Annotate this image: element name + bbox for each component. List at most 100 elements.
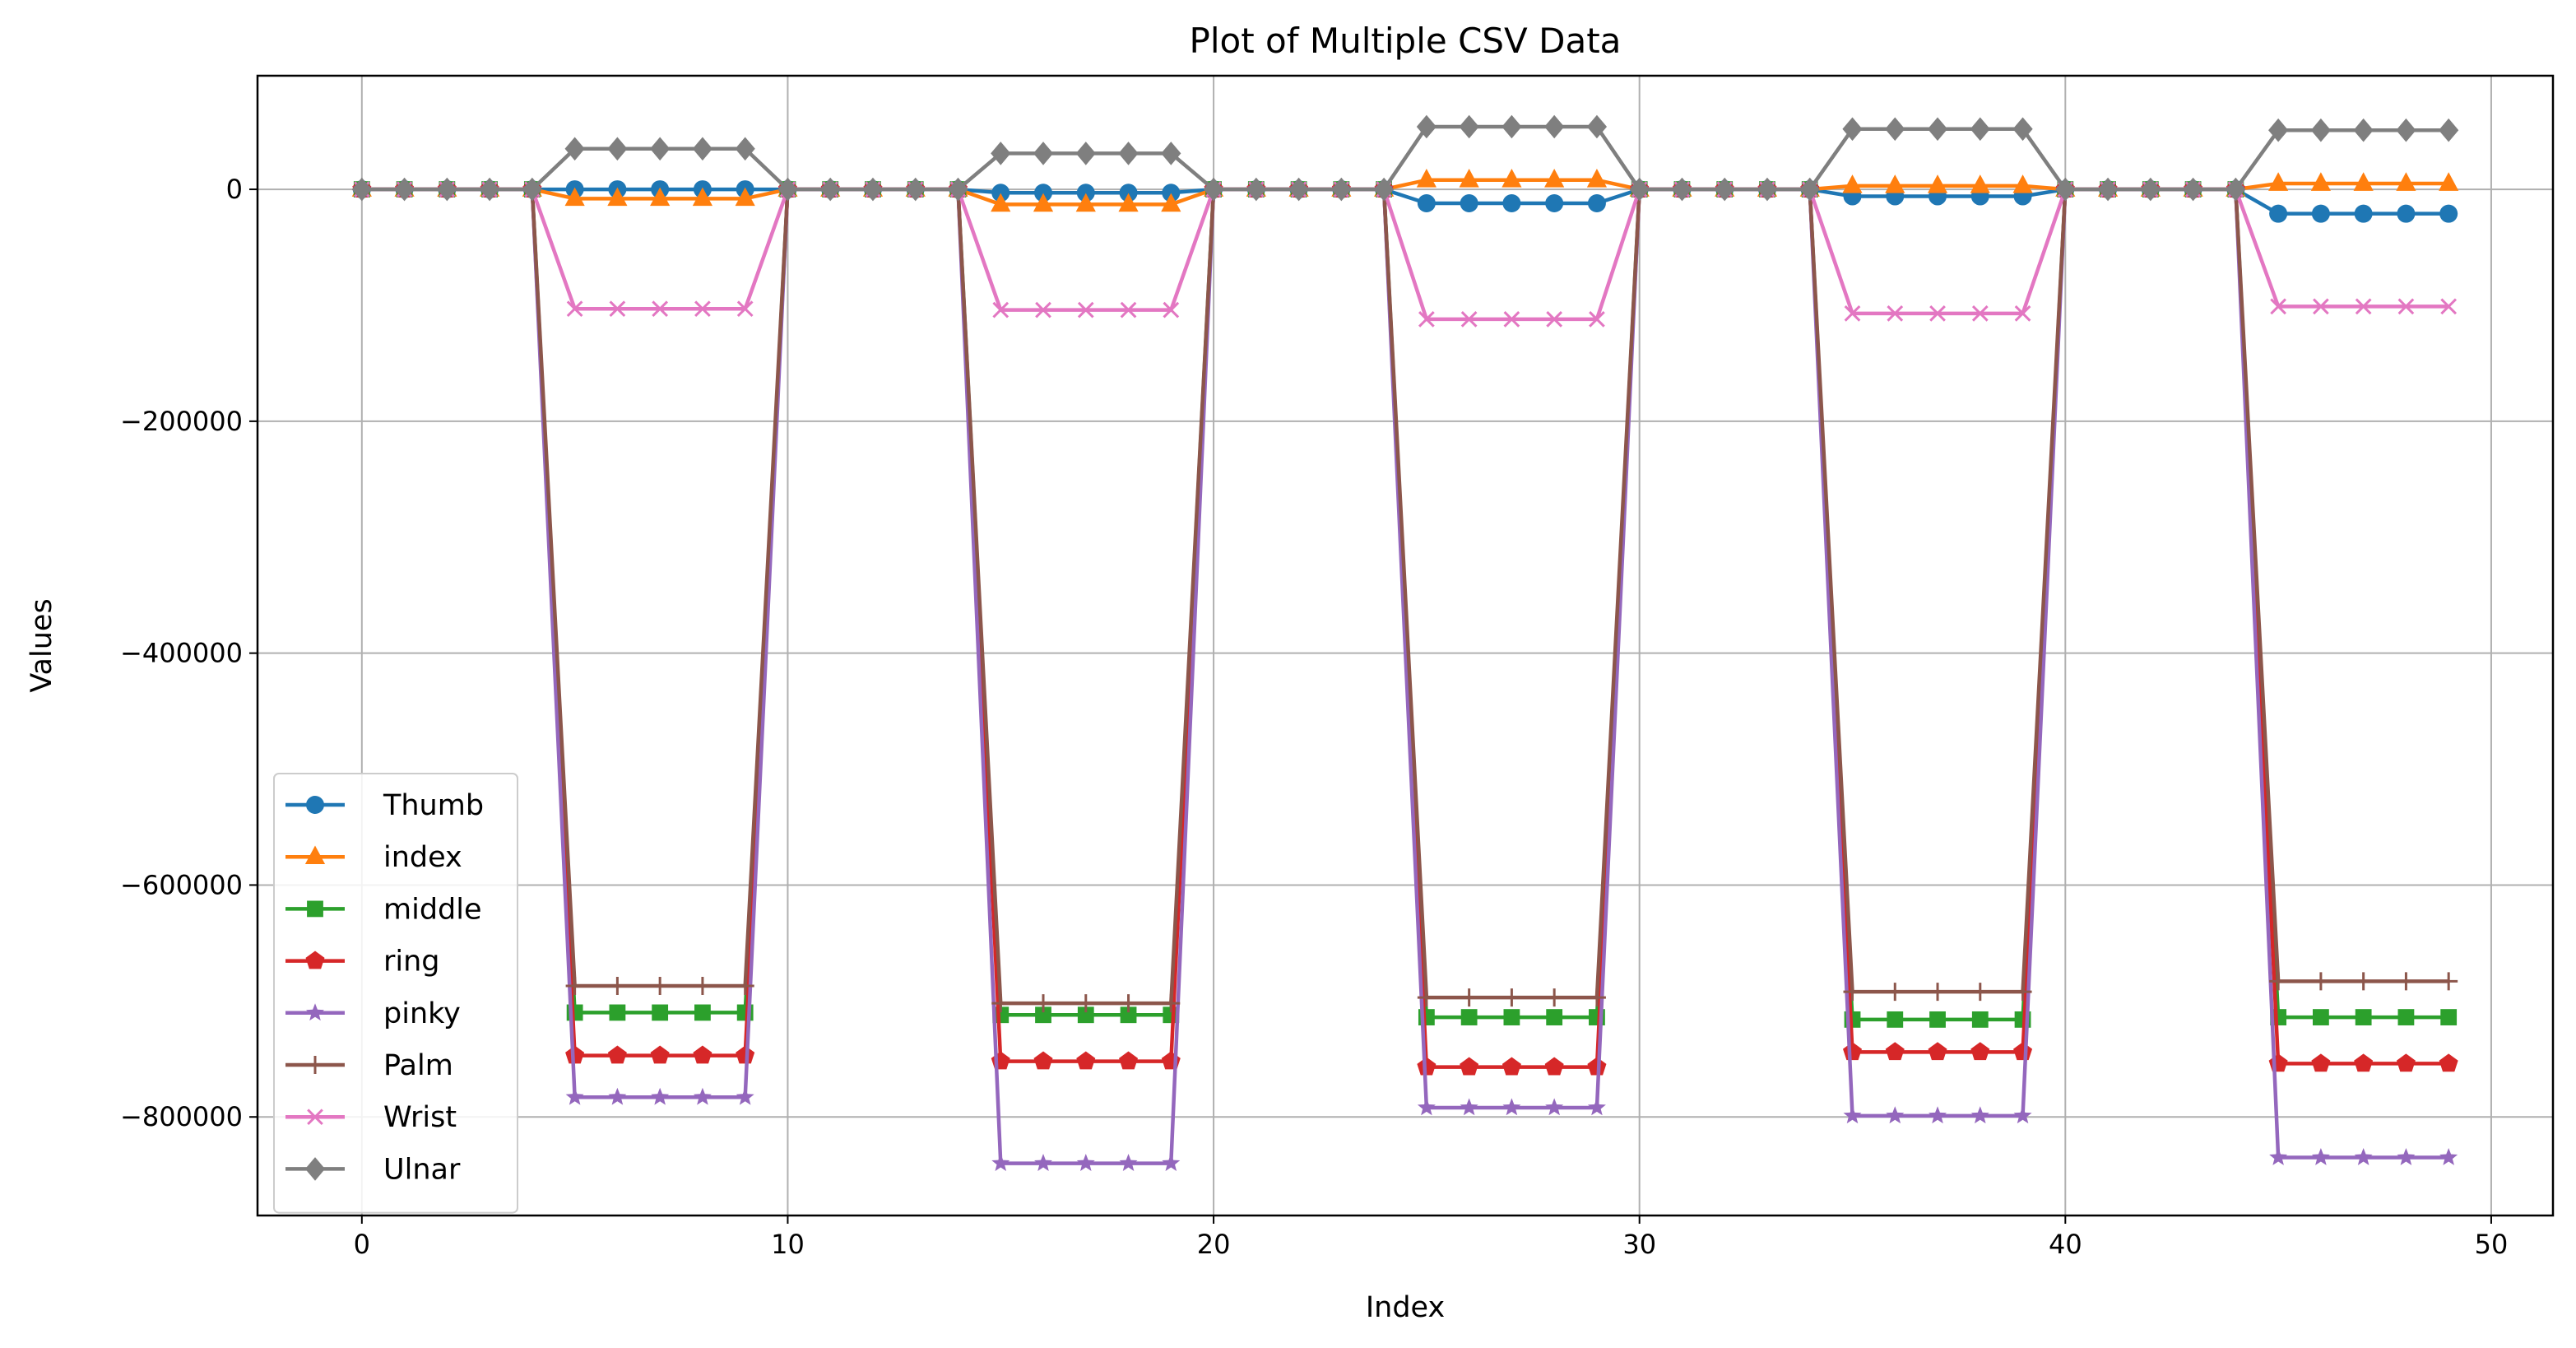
data-point-wrist: [609, 300, 626, 318]
y-tick-label: 0: [226, 174, 243, 205]
data-point-thumb: [991, 184, 1010, 202]
y-tick-label: −800000: [120, 1101, 243, 1132]
data-point-palm: [1162, 994, 1181, 1013]
data-point-pinky: [1929, 1106, 1947, 1124]
data-point-thumb: [1587, 193, 1606, 212]
data-point-pinky: [651, 1087, 670, 1105]
data-point-thumb: [2439, 204, 2458, 223]
data-point-middle: [694, 1004, 711, 1021]
data-point-ulnar: [1161, 142, 1181, 165]
data-point-wrist: [1971, 304, 1989, 322]
data-point-ulnar: [1374, 177, 1395, 202]
data-point-pinky: [2354, 1148, 2373, 1165]
data-point-ring: [1119, 1051, 1139, 1070]
data-point-index: [692, 187, 713, 207]
data-point-wrist: [694, 300, 711, 318]
data-point-palm: [693, 977, 712, 996]
data-point-ulnar: [1118, 142, 1139, 165]
data-point-index: [1459, 169, 1479, 188]
plot-frame: [256, 74, 2555, 1217]
data-point-ring: [2396, 1053, 2416, 1072]
data-point-ulnar: [1885, 117, 1905, 142]
legend-label-ring: ring: [383, 946, 440, 978]
data-point-ulnar: [522, 177, 542, 202]
data-point-index: [1502, 169, 1522, 188]
data-point-thumb: [1076, 184, 1095, 202]
data-point-ulnar: [480, 177, 500, 202]
data-point-ulnar: [1715, 177, 1735, 202]
data-point-palm: [1460, 988, 1478, 1007]
data-point-ring: [1885, 1042, 1905, 1061]
legend-item-ulnar: Ulnar: [285, 1153, 461, 1186]
data-point-palm: [991, 994, 1010, 1013]
x-tick-label: 30: [1622, 1229, 1656, 1260]
data-point-index: [1970, 174, 1990, 193]
data-point-pinky: [1460, 1098, 1478, 1116]
data-point-ulnar: [2097, 177, 2119, 202]
data-point-ulnar: [607, 137, 628, 161]
data-point-thumb: [2311, 204, 2330, 223]
y-axis-ticks: 0 −200000 −400000 −600000 −800000: [120, 174, 258, 1132]
data-point-ulnar: [1672, 177, 1692, 202]
data-point-index: [2012, 174, 2033, 193]
data-point-ulnar: [1799, 177, 1820, 202]
data-point-middle: [1503, 1009, 1520, 1025]
chart-title: Plot of Multiple CSV Data: [1190, 21, 1622, 61]
data-point-index: [991, 193, 1011, 212]
data-point-ulnar: [2268, 118, 2289, 142]
data-point-index: [2439, 172, 2459, 191]
data-point-index: [1033, 193, 1054, 212]
data-point-palm: [2439, 972, 2458, 991]
data-point-wrist: [1887, 304, 1904, 322]
data-point-ulnar: [1927, 117, 1948, 142]
data-point-pinky: [693, 1087, 712, 1105]
data-point-palm: [1119, 994, 1138, 1013]
data-point-wrist: [1546, 311, 1563, 328]
data-point-palm: [651, 977, 670, 996]
data-point-ring: [1417, 1057, 1437, 1076]
data-point-palm: [2311, 972, 2330, 991]
data-point-middle: [1077, 1006, 1094, 1024]
data-point-ulnar: [1203, 177, 1224, 202]
data-point-middle: [609, 1004, 626, 1021]
series-ulnar: [351, 114, 2459, 202]
data-point-thumb: [2269, 204, 2288, 223]
legend-label-middle: middle: [383, 893, 482, 926]
y-tick-label: −200000: [120, 406, 243, 437]
data-point-thumb: [1502, 193, 1521, 212]
data-point-wrist: [736, 300, 754, 318]
data-point-palm: [1034, 994, 1053, 1013]
data-point-wrist: [1077, 301, 1094, 318]
data-point-index: [2353, 172, 2374, 191]
data-point-palm: [1970, 983, 1989, 1002]
data-point-wrist: [1589, 311, 1605, 328]
data-point-ring: [1928, 1042, 1947, 1061]
data-point-ulnar: [1586, 114, 1608, 139]
data-point-ulnar: [905, 177, 926, 202]
data-point-palm: [1502, 988, 1521, 1007]
data-point-index: [1927, 174, 1948, 193]
data-point-ring: [1544, 1057, 1564, 1076]
data-point-middle: [1460, 1009, 1478, 1025]
y-tick-label: −400000: [120, 638, 243, 669]
legend-item-ring: ring: [285, 946, 440, 978]
data-point-pinky: [1034, 1154, 1053, 1171]
data-point-pinky: [2311, 1148, 2330, 1165]
data-point-thumb: [1545, 193, 1564, 212]
data-point-wrist: [2355, 298, 2372, 315]
data-point-middle: [2397, 1009, 2415, 1025]
data-point-wrist: [652, 300, 669, 318]
data-point-wrist: [1120, 301, 1137, 318]
x-axis-label: Index: [1366, 1291, 1445, 1324]
data-point-palm: [1587, 988, 1606, 1007]
data-point-ulnar: [2140, 177, 2161, 202]
data-point-wrist: [2270, 298, 2286, 315]
x-tick-label: 40: [2049, 1229, 2082, 1260]
data-point-palm: [2397, 972, 2416, 991]
data-point-middle: [652, 1004, 669, 1021]
data-point-middle: [1035, 1006, 1051, 1024]
legend-label-index: index: [383, 841, 462, 874]
data-point-palm: [608, 977, 627, 996]
data-point-pinky: [2269, 1148, 2288, 1165]
x-tick-label: 10: [771, 1229, 805, 1260]
